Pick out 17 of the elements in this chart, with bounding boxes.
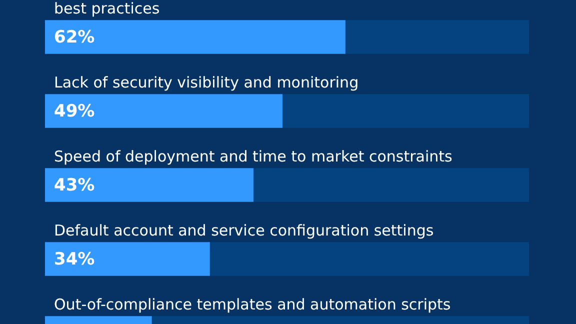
y-tick-label: Default account and service configuration settings bbox=[54, 222, 434, 240]
data-label: 49% bbox=[54, 101, 95, 122]
bar bbox=[282, 94, 529, 128]
bar bbox=[45, 94, 282, 128]
bar bbox=[209, 242, 529, 276]
y-tick-label: Out-of-compliance templates and automation scripts bbox=[54, 296, 451, 314]
data-label: 43% bbox=[54, 175, 95, 196]
data-label: 62% bbox=[54, 27, 95, 48]
data-label: 34% bbox=[54, 249, 95, 270]
y-tick-label: Lack of security visibility and monitoring bbox=[54, 74, 359, 92]
bar bbox=[45, 20, 346, 54]
bar bbox=[252, 168, 529, 202]
y-tick-label: best practices bbox=[54, 0, 160, 18]
bar bbox=[45, 242, 210, 276]
bar bbox=[344, 20, 529, 54]
bar bbox=[45, 168, 254, 202]
y-tick-label: Speed of deployment and time to market constraints bbox=[54, 148, 453, 166]
